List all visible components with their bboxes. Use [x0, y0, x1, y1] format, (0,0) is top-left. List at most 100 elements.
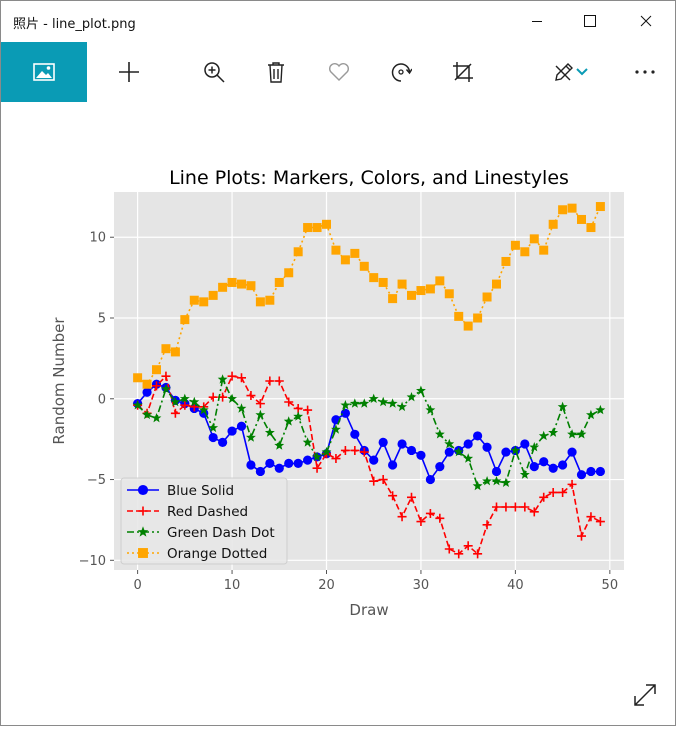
- data-point-orange-dotted: [416, 286, 426, 296]
- data-point-orange-dotted: [161, 344, 171, 354]
- close-button[interactable]: [623, 1, 669, 41]
- x-tick-label: 10: [224, 578, 241, 593]
- delete-icon: [268, 62, 284, 83]
- chevron-down-icon: [576, 68, 588, 76]
- data-point-green-dash-dot: [189, 396, 200, 407]
- data-point-red-dashed: [548, 487, 558, 497]
- series-orange-dotted: [133, 202, 605, 389]
- data-point-green-dash-dot: [359, 398, 370, 408]
- favorite-button[interactable]: [315, 42, 363, 102]
- data-point-red-dashed: [237, 373, 246, 383]
- data-point-blue-solid: [303, 455, 313, 465]
- legend-label-blue-solid: Blue Solid: [167, 483, 234, 499]
- data-point-green-dash-dot: [548, 427, 559, 437]
- data-point-green-dash-dot: [557, 401, 568, 412]
- data-point-red-dashed: [180, 400, 190, 410]
- data-point-orange-dotted: [274, 277, 284, 287]
- legend-box: [120, 477, 288, 565]
- data-point-blue-solid: [501, 447, 511, 457]
- data-point-green-dash-dot: [416, 385, 426, 395]
- data-point-orange-dotted: [142, 379, 152, 389]
- data-point-orange-dotted: [510, 240, 520, 250]
- data-point-red-dashed: [340, 445, 350, 455]
- data-point-red-dashed: [482, 520, 492, 530]
- axis-ticks: 0 10 20 30 40 50 −10 −5 0 5 10: [79, 231, 619, 593]
- data-point-red-dashed: [161, 371, 171, 381]
- edit-draw-button[interactable]: [540, 42, 588, 102]
- data-point-red-dashed: [397, 512, 407, 522]
- data-point-blue-solid: [576, 470, 587, 480]
- data-point-blue-solid: [274, 463, 284, 473]
- data-point-red-dashed: [208, 392, 218, 402]
- data-point-orange-dotted: [473, 313, 483, 323]
- data-point-blue-solid: [236, 421, 247, 431]
- rotate-button[interactable]: [377, 42, 425, 102]
- data-point-green-dash-dot: [519, 469, 530, 479]
- data-point-green-dash-dot: [387, 398, 398, 408]
- data-point-green-dash-dot: [453, 446, 464, 457]
- data-point-green-dash-dot: [510, 445, 521, 455]
- delete-button[interactable]: [252, 42, 300, 102]
- series-line-green-dash-dot: [137, 376, 601, 488]
- data-point-blue-solid: [473, 431, 483, 441]
- data-point-green-dash-dot: [217, 374, 228, 384]
- data-point-red-dashed: [274, 376, 284, 386]
- add-button[interactable]: [105, 42, 153, 102]
- data-point-red-dashed: [359, 447, 369, 457]
- data-point-red-dashed: [284, 397, 294, 407]
- data-point-orange-dotted: [293, 247, 303, 257]
- legend-marker-orange-dotted: [138, 548, 148, 558]
- data-point-green-dash-dot: [246, 432, 256, 442]
- data-point-green-dash-dot: [321, 446, 332, 457]
- data-point-red-dashed: [510, 502, 520, 512]
- data-point-orange-dotted: [312, 223, 322, 233]
- data-point-red-dashed: [378, 475, 388, 485]
- y-tick-label: 5: [98, 312, 106, 327]
- data-point-orange-dotted: [558, 205, 568, 215]
- rotate-icon: [391, 63, 412, 82]
- data-point-green-dash-dot: [161, 383, 171, 394]
- crop-button[interactable]: [439, 42, 487, 102]
- data-point-orange-dotted: [246, 281, 256, 291]
- home-image-icon: [33, 63, 55, 81]
- data-point-blue-solid: [369, 455, 379, 465]
- data-point-blue-solid: [350, 429, 360, 439]
- data-point-orange-dotted: [199, 297, 209, 307]
- data-point-red-dashed: [407, 492, 416, 502]
- data-point-blue-solid: [416, 450, 426, 460]
- data-point-blue-solid: [595, 466, 605, 477]
- edit-dropdown-button[interactable]: [567, 42, 597, 102]
- data-point-blue-solid: [529, 462, 539, 472]
- maximize-icon: [584, 15, 596, 27]
- full-screen-button[interactable]: [629, 679, 661, 711]
- data-point-red-dashed: [152, 381, 161, 391]
- data-point-blue-solid: [586, 466, 596, 477]
- data-point-orange-dotted: [227, 277, 237, 287]
- data-point-orange-dotted: [152, 365, 161, 375]
- data-point-orange-dotted: [520, 247, 530, 257]
- data-point-red-dashed: [501, 502, 511, 512]
- maximize-button[interactable]: [567, 1, 613, 41]
- data-point-orange-dotted: [539, 245, 549, 255]
- home-button[interactable]: [1, 42, 87, 102]
- data-point-blue-solid: [425, 474, 435, 485]
- data-point-green-dash-dot: [312, 451, 322, 462]
- data-point-red-dashed: [454, 549, 464, 559]
- add-icon: [119, 62, 139, 82]
- minimize-button[interactable]: [514, 1, 560, 41]
- minimize-icon: [532, 21, 542, 22]
- data-point-orange-dotted: [586, 223, 596, 233]
- data-point-orange-dotted: [170, 347, 180, 357]
- data-point-red-dashed: [586, 512, 596, 522]
- more-button[interactable]: [621, 42, 669, 102]
- y-axis-label: Random Number: [50, 317, 68, 445]
- data-point-orange-dotted: [189, 295, 199, 305]
- x-tick-label: 50: [602, 578, 619, 593]
- data-point-orange-dotted: [444, 289, 454, 299]
- expand-icon: [634, 684, 656, 706]
- data-point-orange-dotted: [218, 282, 228, 292]
- data-point-green-dash-dot: [472, 480, 483, 491]
- zoom-in-button[interactable]: [190, 42, 238, 102]
- data-point-blue-solid: [539, 457, 549, 467]
- data-point-green-dash-dot: [236, 403, 247, 413]
